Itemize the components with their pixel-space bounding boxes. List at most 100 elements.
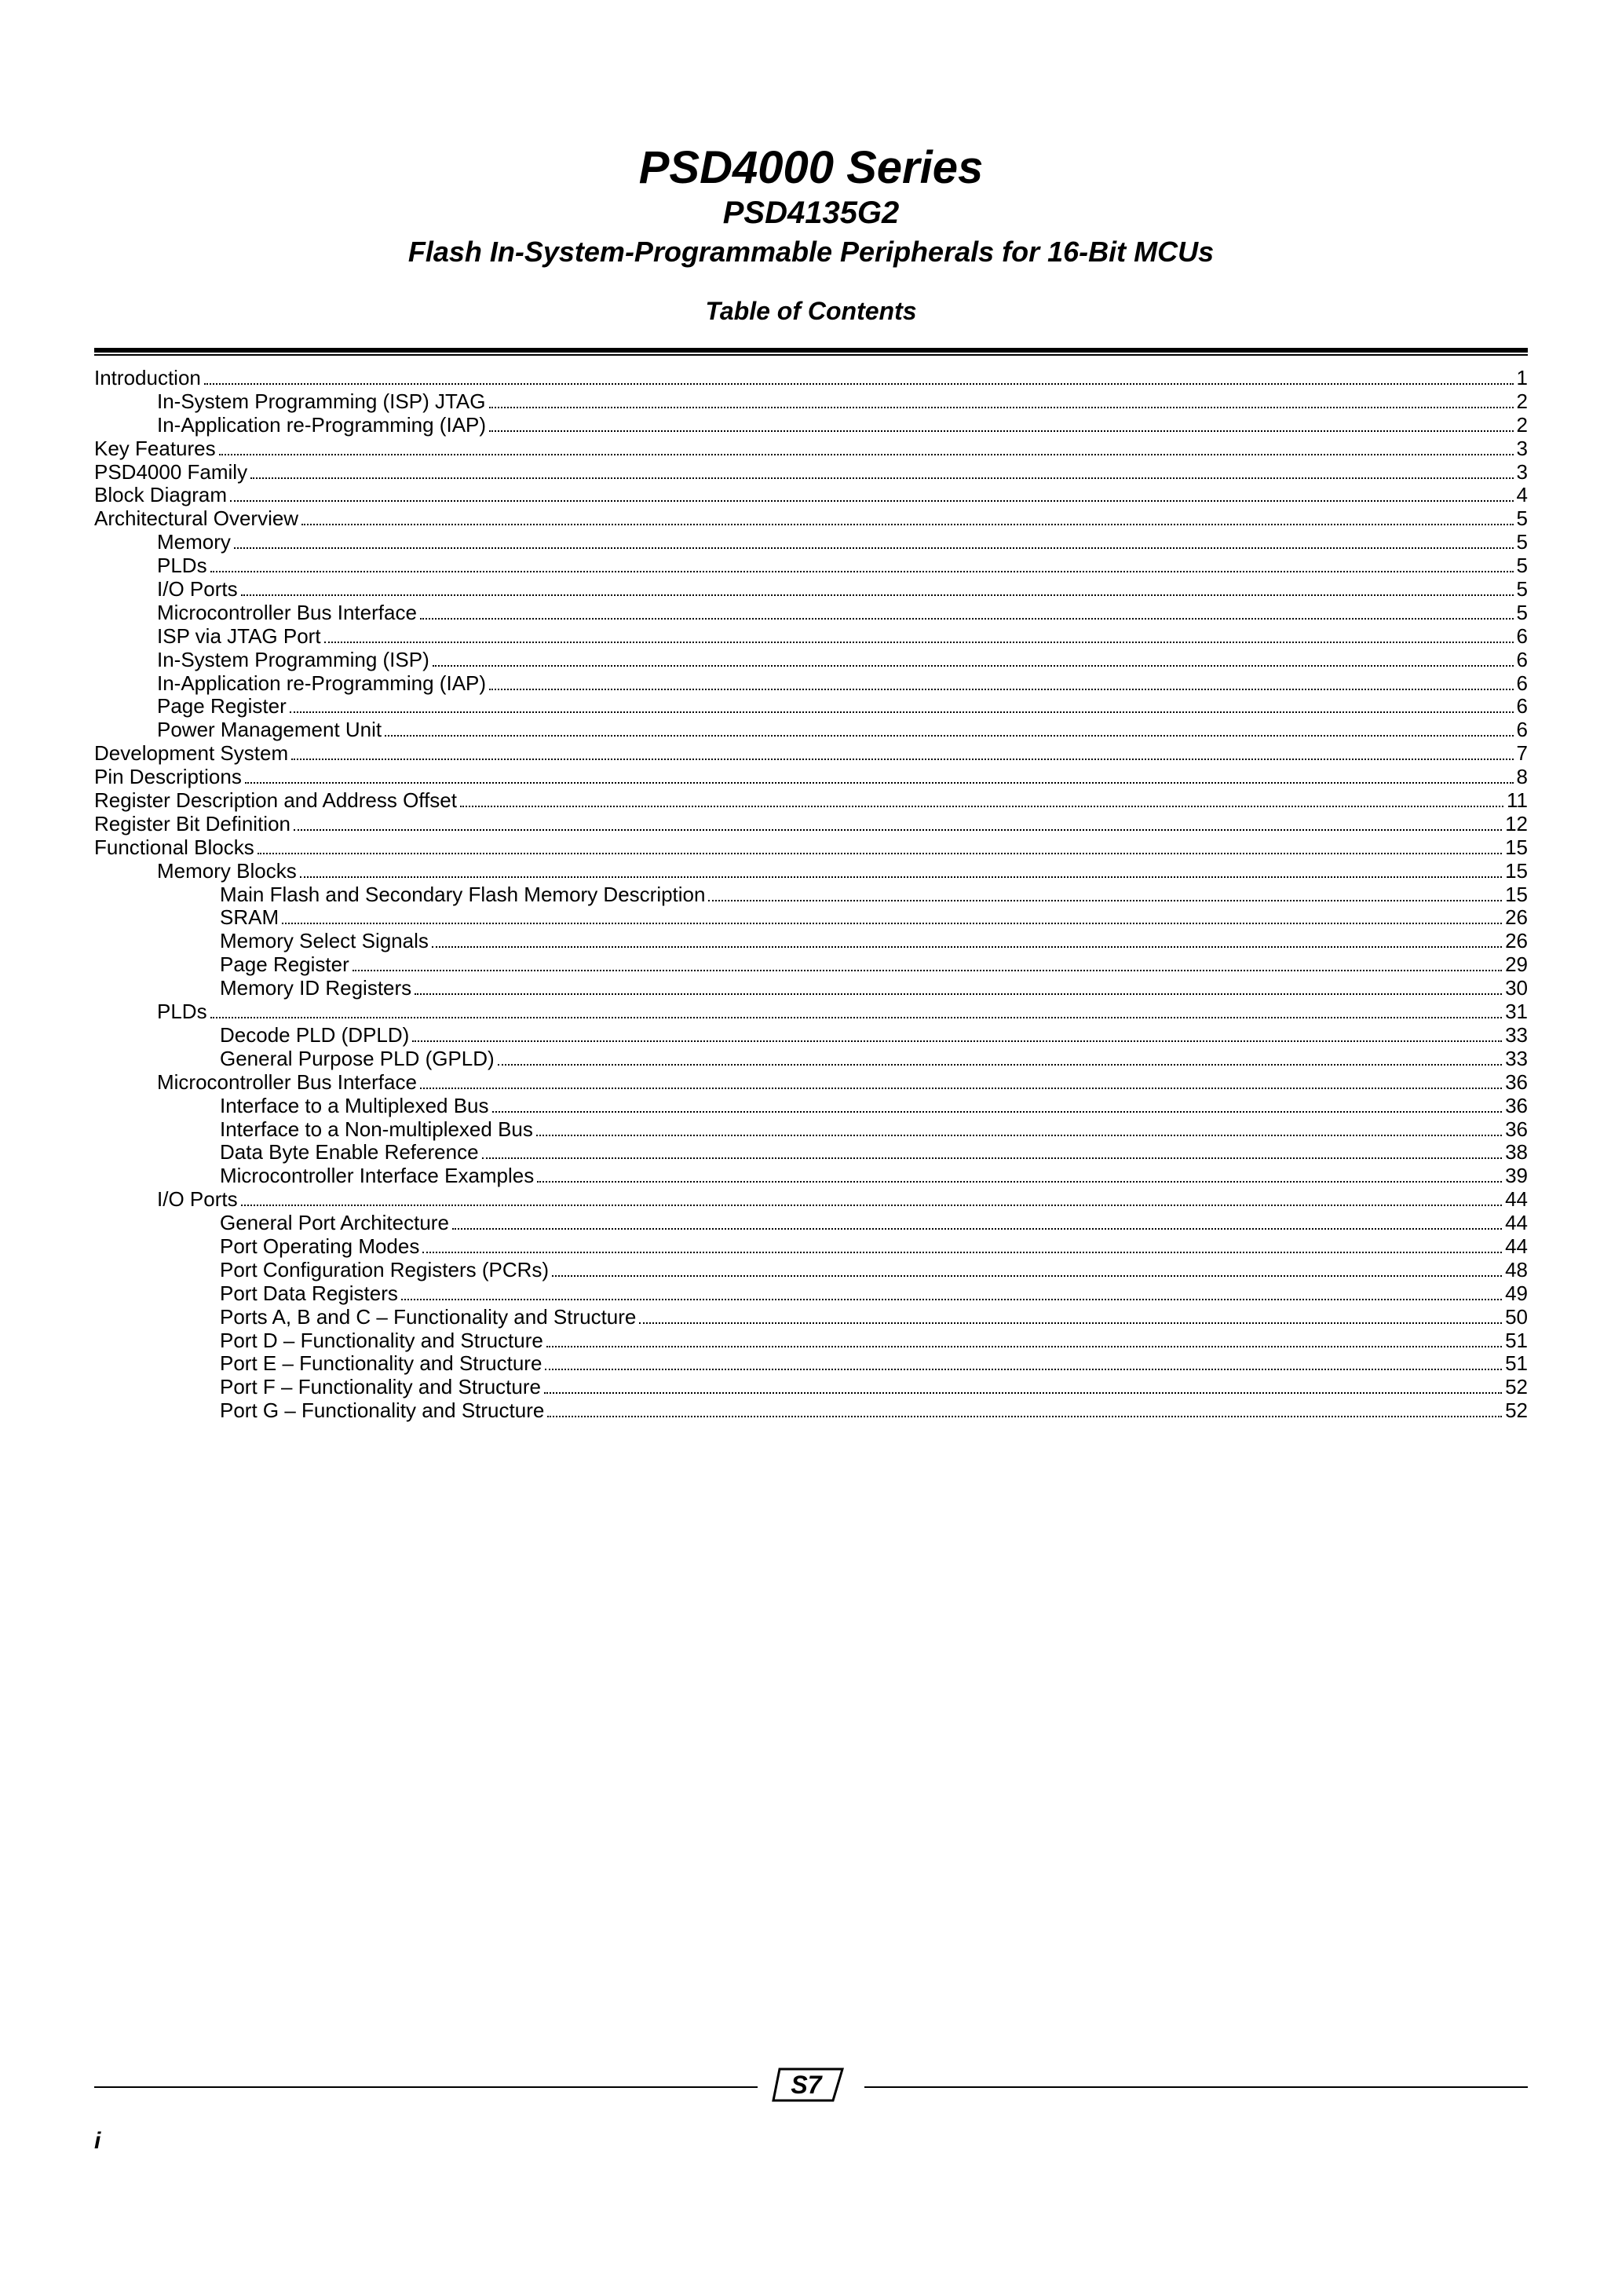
toc-entry-label: General Purpose PLD (GPLD) (220, 1047, 495, 1071)
toc-entry-page: 7 (1517, 742, 1528, 766)
toc-entry-page: 4 (1517, 484, 1528, 507)
toc-entry-page: 1 (1517, 367, 1528, 390)
toc-entry-page: 36 (1505, 1118, 1528, 1142)
toc-entry-label: In-System Programming (ISP) (157, 649, 429, 672)
toc-entry-label: Interface to a Non-multiplexed Bus (220, 1118, 533, 1142)
toc-entry-page: 3 (1517, 437, 1528, 461)
toc-leader (432, 933, 1502, 949)
toc-entry-page: 29 (1505, 953, 1528, 977)
toc-entry: Data Byte Enable Reference 38 (94, 1141, 1528, 1164)
toc-entry: Register Description and Address Offset … (94, 789, 1528, 813)
toc-entry-page: 5 (1517, 507, 1528, 531)
toc-leader (282, 909, 1502, 925)
toc-entry: Page Register 29 (94, 953, 1528, 977)
toc-leader (250, 463, 1513, 479)
toc-leader (545, 1355, 1502, 1371)
toc-entry-label: PLDs (157, 1000, 207, 1024)
toc-entry-page: 44 (1505, 1188, 1528, 1212)
toc-entry-label: Decode PLD (DPLD) (220, 1024, 409, 1047)
toc-entry: Port F – Functionality and Structure 52 (94, 1376, 1528, 1399)
toc-entry: ISP via JTAG Port 6 (94, 625, 1528, 649)
toc-entry: Block Diagram 4 (94, 484, 1528, 507)
toc-entry-label: Development System (94, 742, 288, 766)
toc-entry: Microcontroller Interface Examples 39 (94, 1164, 1528, 1188)
toc-entry: Power Management Unit 6 (94, 718, 1528, 742)
toc-entry-page: 51 (1505, 1329, 1528, 1353)
st-logo-icon: S7 (772, 2061, 850, 2112)
toc-entry-page: 6 (1517, 649, 1528, 672)
toc-entry-label: In-Application re-Programming (IAP) (157, 672, 486, 696)
toc-leader (489, 393, 1514, 408)
toc-entry: Port D – Functionality and Structure 51 (94, 1329, 1528, 1353)
footer-line: S7 (94, 2061, 1528, 2112)
toc-entry: Development System 7 (94, 742, 1528, 766)
toc-leader (544, 1379, 1502, 1395)
toc-entry: Main Flash and Secondary Flash Memory De… (94, 883, 1528, 907)
toc-entry-page: 50 (1505, 1306, 1528, 1329)
toc-leader (489, 416, 1513, 432)
toc-entry: In-System Programming (ISP) JTAG 2 (94, 390, 1528, 414)
toc-leader (204, 370, 1514, 386)
toc-entry: Memory Blocks 15 (94, 860, 1528, 883)
toc-entry-label: Register Bit Definition (94, 813, 290, 836)
toc-leader (498, 1050, 1502, 1066)
toc-entry-label: Block Diagram (94, 484, 227, 507)
toc-entry-page: 26 (1505, 906, 1528, 930)
toc-leader (537, 1168, 1502, 1183)
toc-entry: Interface to a Non-multiplexed Bus 36 (94, 1118, 1528, 1142)
toc-entry-label: General Port Architecture (220, 1212, 449, 1235)
toc-leader (210, 1004, 1503, 1019)
toc-leader (258, 839, 1502, 854)
toc-entry-page: 26 (1505, 930, 1528, 953)
toc-entry-page: 52 (1505, 1399, 1528, 1423)
toc-leader (241, 581, 1514, 597)
toc-leader (210, 558, 1514, 573)
toc-entry-page: 2 (1517, 414, 1528, 437)
toc-entry: PSD4000 Family 3 (94, 461, 1528, 484)
toc-entry-label: Memory ID Registers (220, 977, 411, 1000)
toc-entry: General Port Architecture 44 (94, 1212, 1528, 1235)
toc-leader (639, 1308, 1502, 1324)
toc-leader (219, 440, 1514, 455)
toc-leader (245, 769, 1514, 784)
toc-entry-page: 15 (1505, 836, 1528, 860)
toc-entry-label: Interface to a Multiplexed Bus (220, 1095, 489, 1118)
toc-entry-label: Register Description and Address Offset (94, 789, 457, 813)
toc-entry-page: 48 (1505, 1259, 1528, 1282)
toc-entry: Decode PLD (DPLD) 33 (94, 1024, 1528, 1047)
toc-entry-label: Main Flash and Secondary Flash Memory De… (220, 883, 705, 907)
toc-entry-page: 36 (1505, 1071, 1528, 1095)
toc-entry-label: In-Application re-Programming (IAP) (157, 414, 486, 437)
toc-entry: Memory ID Registers 30 (94, 977, 1528, 1000)
toc-leader (433, 651, 1514, 667)
toc-entry-page: 3 (1517, 461, 1528, 484)
toc-entry: Port Operating Modes 44 (94, 1235, 1528, 1259)
toc-entry-label: Microcontroller Bus Interface (157, 601, 417, 625)
toc-entry-page: 33 (1505, 1047, 1528, 1071)
toc-entry-label: Port F – Functionality and Structure (220, 1376, 541, 1399)
toc-entry: I/O Ports 44 (94, 1188, 1528, 1212)
toc-entry-label: Port E – Functionality and Structure (220, 1352, 542, 1376)
toc-leader (290, 698, 1514, 714)
toc-entry-page: 31 (1505, 1000, 1528, 1024)
toc-entry: Microcontroller Bus Interface 5 (94, 601, 1528, 625)
toc-entry-label: Memory Select Signals (220, 930, 429, 953)
toc-entry: General Purpose PLD (GPLD) 33 (94, 1047, 1528, 1071)
toc-entry: Register Bit Definition 12 (94, 813, 1528, 836)
toc-entry-page: 38 (1505, 1141, 1528, 1164)
toc-leader (385, 722, 1513, 737)
toc-entry: In-Application re-Programming (IAP) 6 (94, 672, 1528, 696)
toc-entry-label: ISP via JTAG Port (157, 625, 321, 649)
rule-heavy (94, 348, 1528, 353)
toc-entry-page: 11 (1507, 789, 1528, 813)
toc-leader (412, 1026, 1502, 1042)
toc-entry-label: Microcontroller Bus Interface (157, 1071, 417, 1095)
toc-leader (420, 604, 1514, 620)
toc-entry-label: I/O Ports (157, 578, 238, 601)
toc-leader (452, 1215, 1502, 1230)
toc-leader (547, 1402, 1502, 1418)
toc-entry-label: Ports A, B and C – Functionality and Str… (220, 1306, 636, 1329)
toc-entry-label: Port D – Functionality and Structure (220, 1329, 543, 1353)
toc-entry-page: 6 (1517, 672, 1528, 696)
footer: S7 i (94, 2061, 1528, 2155)
